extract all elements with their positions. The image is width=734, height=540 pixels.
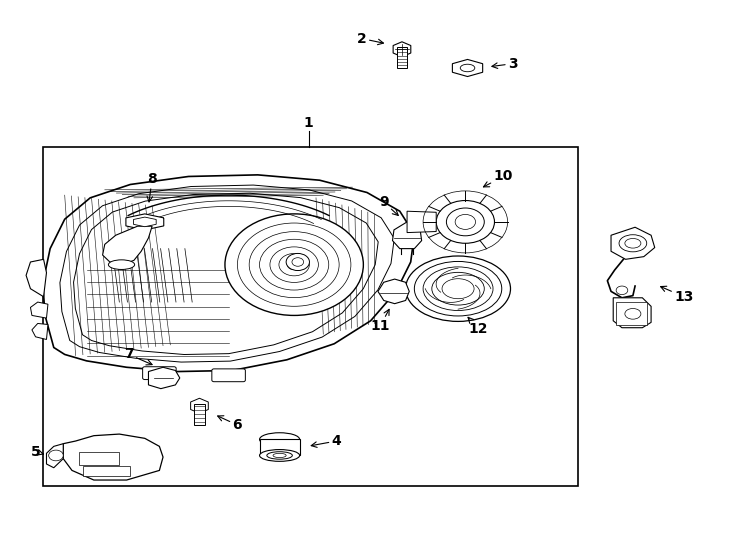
Polygon shape	[191, 399, 208, 413]
Polygon shape	[60, 185, 394, 362]
Text: 6: 6	[218, 416, 242, 432]
Ellipse shape	[432, 272, 484, 305]
Polygon shape	[407, 211, 436, 233]
FancyBboxPatch shape	[142, 367, 176, 380]
Polygon shape	[393, 222, 421, 248]
Text: 1: 1	[304, 116, 313, 130]
Circle shape	[225, 214, 363, 315]
Ellipse shape	[460, 64, 475, 72]
Circle shape	[616, 286, 628, 295]
Polygon shape	[30, 302, 48, 318]
Text: 12: 12	[468, 318, 488, 336]
Ellipse shape	[442, 279, 474, 299]
Circle shape	[455, 214, 476, 230]
Text: 13: 13	[661, 286, 694, 303]
FancyBboxPatch shape	[43, 147, 578, 487]
Circle shape	[292, 258, 304, 266]
Ellipse shape	[260, 450, 299, 461]
Ellipse shape	[267, 452, 292, 459]
Polygon shape	[63, 434, 163, 480]
Ellipse shape	[423, 267, 493, 310]
Circle shape	[436, 200, 495, 244]
Polygon shape	[126, 214, 164, 230]
Polygon shape	[73, 193, 378, 354]
Text: 10: 10	[484, 170, 513, 187]
Ellipse shape	[260, 433, 299, 446]
Ellipse shape	[109, 260, 134, 269]
Polygon shape	[46, 444, 63, 468]
Ellipse shape	[625, 308, 641, 319]
Polygon shape	[26, 259, 46, 296]
Polygon shape	[134, 217, 156, 227]
Circle shape	[286, 253, 310, 271]
FancyBboxPatch shape	[397, 46, 407, 68]
Ellipse shape	[625, 239, 641, 248]
Polygon shape	[148, 367, 180, 389]
Polygon shape	[43, 175, 415, 372]
FancyBboxPatch shape	[260, 440, 299, 455]
FancyBboxPatch shape	[195, 403, 205, 425]
FancyBboxPatch shape	[79, 452, 120, 465]
FancyBboxPatch shape	[212, 369, 245, 382]
FancyBboxPatch shape	[83, 466, 130, 476]
Circle shape	[446, 208, 484, 236]
Text: 4: 4	[311, 434, 341, 448]
Text: 5: 5	[31, 445, 43, 458]
Circle shape	[48, 450, 63, 461]
Ellipse shape	[619, 235, 647, 252]
Text: 11: 11	[371, 309, 390, 333]
Text: 3: 3	[492, 57, 517, 71]
Polygon shape	[32, 323, 48, 340]
FancyBboxPatch shape	[616, 302, 647, 325]
Text: 9: 9	[379, 195, 399, 215]
Polygon shape	[393, 42, 411, 57]
Polygon shape	[611, 227, 655, 259]
Ellipse shape	[406, 256, 511, 321]
Text: 8: 8	[147, 172, 157, 202]
Ellipse shape	[415, 261, 502, 316]
Polygon shape	[378, 279, 410, 303]
Text: 2: 2	[357, 31, 383, 45]
Text: 7: 7	[124, 347, 152, 365]
Ellipse shape	[273, 453, 286, 457]
Polygon shape	[613, 298, 651, 328]
Polygon shape	[103, 226, 152, 265]
Polygon shape	[452, 59, 483, 77]
